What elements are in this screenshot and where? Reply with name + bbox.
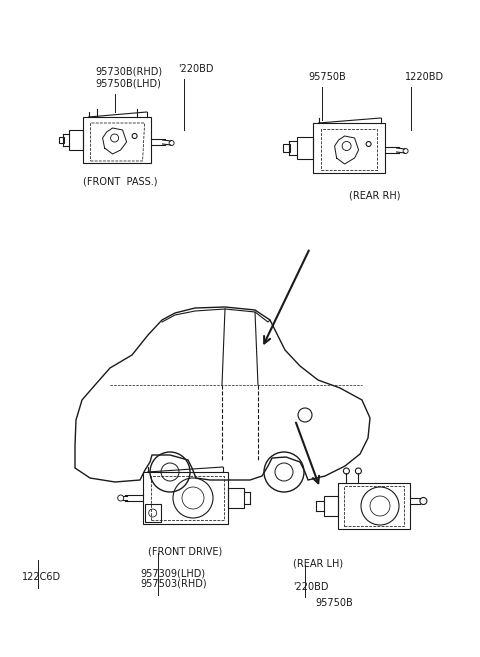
Text: '220BD: '220BD xyxy=(178,64,214,74)
Text: (FRONT DRIVE): (FRONT DRIVE) xyxy=(148,547,222,557)
Text: (REAR RH): (REAR RH) xyxy=(349,190,401,200)
Bar xyxy=(144,504,161,522)
Text: '220BD: '220BD xyxy=(293,582,328,592)
Bar xyxy=(228,488,244,508)
Bar xyxy=(143,472,228,524)
Text: 95750B: 95750B xyxy=(308,72,346,82)
Bar xyxy=(83,117,151,163)
Bar xyxy=(324,496,338,516)
Bar xyxy=(69,130,83,150)
Bar xyxy=(59,137,63,143)
Text: 957309(LHD): 957309(LHD) xyxy=(140,568,205,578)
Bar xyxy=(283,144,289,152)
Text: 957503(RHD): 957503(RHD) xyxy=(140,579,206,589)
Text: 122C6D: 122C6D xyxy=(22,572,61,582)
Text: (FRONT  PASS.): (FRONT PASS.) xyxy=(83,177,157,187)
Text: 95750B: 95750B xyxy=(315,598,353,608)
Text: 95730B(RHD): 95730B(RHD) xyxy=(95,67,162,77)
Bar xyxy=(297,137,312,159)
Bar xyxy=(338,483,410,529)
Text: 1220BD: 1220BD xyxy=(405,72,444,82)
Text: (REAR LH): (REAR LH) xyxy=(293,559,343,569)
Text: 95750B(LHD): 95750B(LHD) xyxy=(95,78,161,88)
Bar xyxy=(312,123,384,173)
